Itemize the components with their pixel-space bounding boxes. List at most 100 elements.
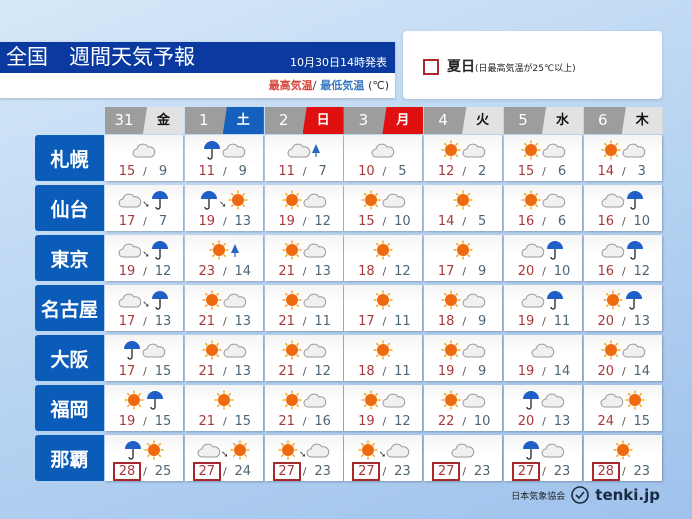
max-temp: 14: [437, 213, 455, 229]
weather-icons: ➘: [105, 188, 183, 212]
max-temp: 27: [272, 461, 301, 481]
weather-icons: ➘: [185, 188, 263, 212]
min-temp: 13: [553, 413, 571, 429]
sun-icon: [360, 389, 382, 411]
temp-separator: /: [382, 464, 387, 478]
weather-icons: [504, 238, 582, 262]
min-temp: 6: [557, 163, 567, 179]
temp-separator: /: [542, 264, 546, 278]
forecast-cell: 16 / 12: [583, 235, 662, 281]
weather-icons: [265, 388, 343, 412]
cloud-icon: [531, 340, 555, 360]
temp-separator: /: [382, 364, 387, 378]
arrow-icon: ➘: [142, 200, 150, 210]
forecast-cell: 21 / 15: [184, 385, 263, 431]
min-temp: 14: [234, 263, 252, 279]
min-temp: 5: [478, 213, 487, 229]
min-temp: 11: [394, 363, 411, 379]
sun-icon: [229, 439, 251, 461]
max-temp: 27: [432, 461, 461, 481]
temp-separator: /: [222, 364, 227, 378]
cloud-icon: [601, 190, 625, 210]
temp-separator: /: [542, 414, 546, 428]
min-temp: 9: [478, 313, 487, 329]
sun-icon: [213, 389, 235, 411]
forecast-cell: 15 / 9: [105, 135, 183, 181]
cloud-icon: [303, 290, 327, 310]
cloud-icon: [382, 390, 406, 410]
min-temp: 16: [314, 413, 331, 429]
temp-separator: /: [143, 314, 147, 328]
sun-icon: [440, 339, 462, 361]
sun-icon: [520, 189, 542, 211]
temp-separator: /: [143, 264, 147, 278]
temp-separator: /: [222, 314, 227, 328]
cloud-icon: [303, 390, 327, 410]
temp-separator: /: [302, 364, 307, 378]
weather-icons: [185, 238, 263, 262]
max-temp-label: 最高気温: [268, 79, 313, 92]
temp-separator: /: [462, 264, 467, 278]
weather-icons: [185, 138, 263, 162]
cloud-icon: [521, 290, 545, 310]
unit-label: (℃): [368, 79, 389, 92]
weather-icons: [584, 238, 662, 262]
max-temp: 17: [118, 363, 136, 379]
rain-icon: [122, 339, 142, 361]
sun-icon: [624, 389, 646, 411]
weather-icons: [105, 138, 183, 162]
forecast-cell: 21 / 13: [184, 335, 263, 381]
temp-separator: /: [462, 314, 467, 328]
max-temp: 19: [198, 213, 216, 229]
forecast-cell: 28/ 23: [583, 435, 662, 481]
cloud-icon: [118, 190, 142, 210]
forecast-cell: 22 / 10: [424, 385, 503, 431]
min-temp: 12: [633, 263, 651, 279]
sun-icon: [208, 239, 230, 261]
weather-icons: [424, 338, 502, 362]
temp-separator: /: [222, 164, 227, 178]
temp-separator: /: [621, 214, 626, 228]
forecast-cell: 21 / 13: [264, 235, 343, 281]
forecast-cell: 20 / 13: [583, 285, 662, 331]
min-temp: 23: [553, 463, 571, 479]
min-temp: 15: [154, 363, 172, 379]
min-temp: 13: [234, 363, 252, 379]
weather-icons: [105, 338, 183, 362]
cloud-icon: [303, 240, 327, 260]
temp-separator: /: [621, 164, 626, 178]
cloud-icon: [303, 340, 327, 360]
weather-icons: [424, 288, 502, 312]
min-temp: 9: [238, 163, 247, 179]
sun-icon: [281, 289, 303, 311]
weather-icons: [265, 288, 343, 312]
snow-icon: [311, 142, 321, 158]
org-name: 日本気象協会: [511, 491, 566, 502]
sun-icon: [520, 139, 542, 161]
sun-icon: [440, 139, 462, 161]
weather-icons: [344, 238, 422, 262]
rain-icon: [545, 239, 565, 261]
cloud-icon: [622, 340, 646, 360]
temp-separator: /: [621, 414, 626, 428]
issued-time: 10月30日14時発表: [290, 56, 387, 69]
weather-icons: [344, 338, 422, 362]
forecast-cell: 24 / 15: [583, 385, 662, 431]
weather-icons: ➘: [344, 438, 422, 462]
max-temp: 19: [437, 363, 455, 379]
weather-icons: [265, 188, 343, 212]
forecast-cell: 21 / 11: [264, 285, 343, 331]
temp-separator: /: [302, 314, 307, 328]
max-temp: 15: [118, 163, 136, 179]
temp-separator: /: [222, 464, 227, 478]
forecast-cell: 19 / 14: [504, 335, 582, 381]
cloud-icon: [118, 290, 142, 310]
max-temp: 20: [517, 413, 535, 429]
temp-separator: /: [143, 364, 147, 378]
max-temp: 21: [278, 263, 295, 279]
weather-icons: [504, 388, 582, 412]
sun-icon: [277, 439, 299, 461]
min-temp: 11: [314, 313, 331, 329]
min-temp: 10: [473, 413, 491, 429]
max-temp: 10: [358, 163, 375, 179]
